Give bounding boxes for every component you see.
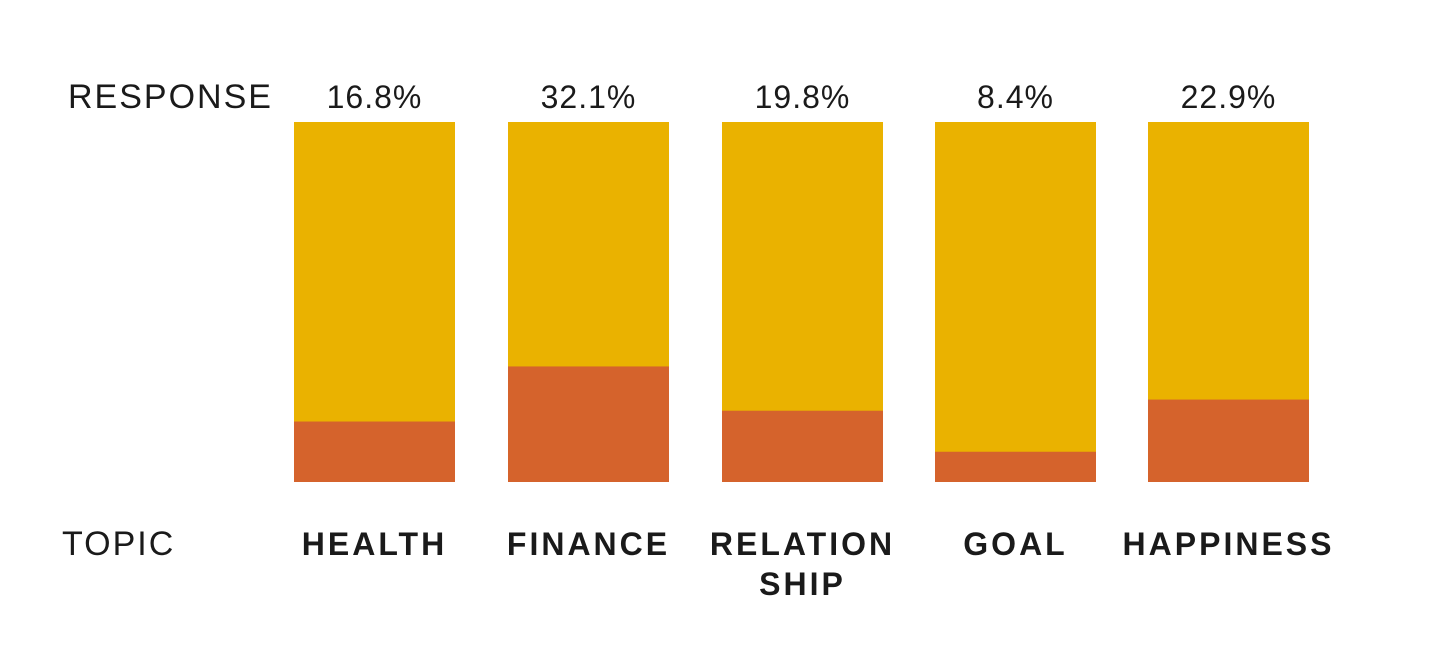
value-label: 32.1% — [541, 79, 637, 115]
category-label: RELATION — [710, 526, 895, 562]
category-label: SHIP — [759, 566, 846, 602]
value-label: 22.9% — [1181, 79, 1277, 115]
value-label: 8.4% — [977, 79, 1054, 115]
category-label: HAPPINESS — [1123, 526, 1335, 562]
bar-value — [1148, 399, 1309, 482]
category-label: GOAL — [963, 526, 1067, 562]
value-label: 16.8% — [327, 79, 423, 115]
bar-value — [508, 366, 669, 482]
bar-value — [935, 451, 1096, 482]
topic-row-label: TOPIC — [62, 525, 175, 563]
bar-value — [722, 410, 883, 482]
category-label: HEALTH — [302, 526, 447, 562]
response-row-label: RESPONSE — [68, 78, 273, 116]
bar-value — [294, 421, 455, 482]
bar-background — [935, 122, 1096, 482]
value-label: 19.8% — [755, 79, 851, 115]
bars-group: 16.8% HEALTH 32.1% FINANCE 19.8% RELATION SHIP… — [294, 79, 1335, 602]
category-label: FINANCE — [507, 526, 670, 562]
